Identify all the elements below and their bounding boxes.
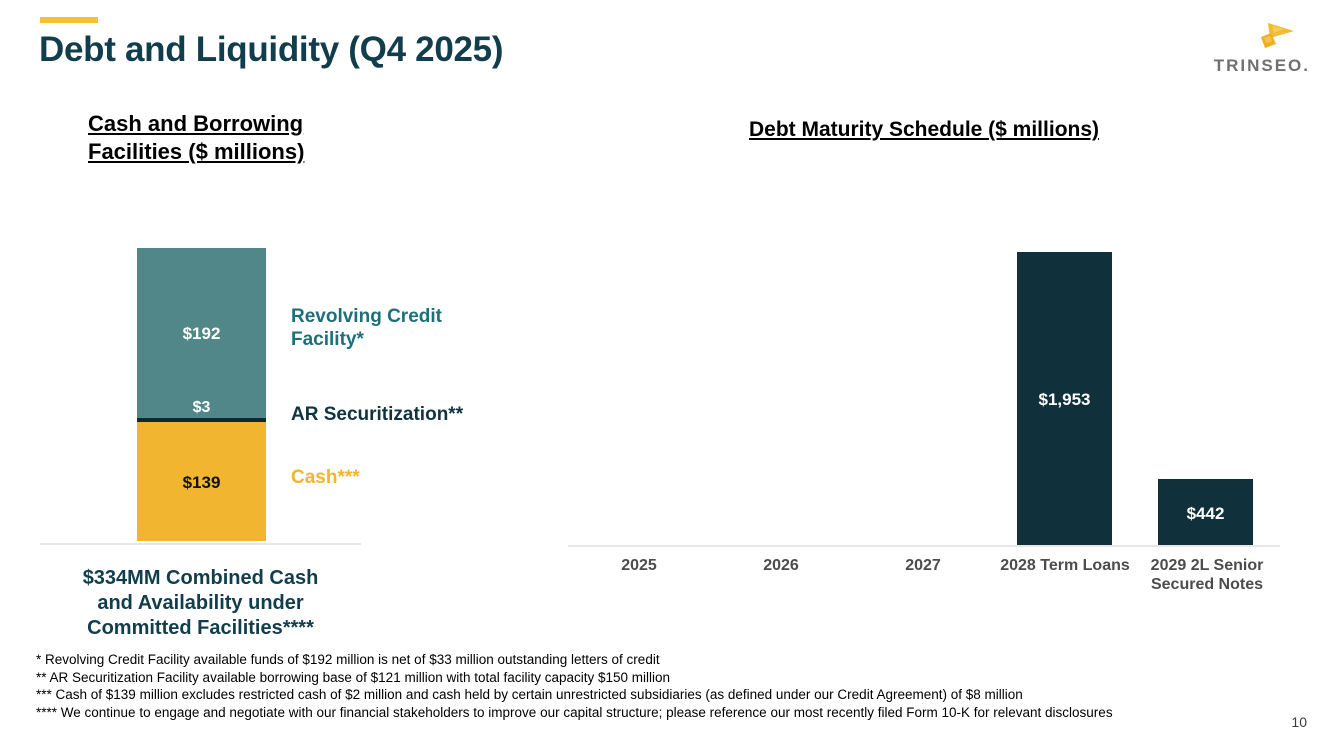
bar-segment-revolving-credit: [137, 248, 266, 418]
trinseo-arrow-icon: [1261, 23, 1294, 48]
left-chart-heading: Cash and Borrowing Facilities ($ million…: [88, 111, 305, 164]
right-chart-axis-line: [568, 545, 1280, 547]
footnote-4: **** We continue to engage and negotiate…: [36, 704, 1113, 720]
category-label-2029-2l-senior-secured-notes: 2029 2L Senior Secured Notes: [1150, 557, 1264, 593]
legend-cash: Cash***: [291, 467, 360, 488]
footnote-1: * Revolving Credit Facility available fu…: [36, 652, 660, 667]
category-label-2027: 2027: [905, 557, 941, 574]
title-accent-dash: [40, 17, 98, 23]
bar-2029-2l-senior-secured-notes: [1158, 479, 1253, 545]
right-chart-heading: Debt Maturity Schedule ($ millions): [748, 118, 1100, 141]
trinseo-logo: TRINSEO.: [1180, 20, 1310, 82]
value-label-2028-term-loans: $1,953: [1038, 390, 1091, 409]
category-label-2028-term-loans: 2028 Term Loans: [1000, 557, 1130, 574]
page-title: Debt and Liquidity (Q4 2025): [39, 30, 504, 69]
bar-2028-term-loans: [1017, 252, 1112, 545]
combined-cash-caption: $334MM Combined Cash and Availability un…: [82, 567, 319, 639]
footnote-3: *** Cash of $139 million excludes restri…: [36, 687, 1023, 702]
footnote-2: ** AR Securitization Facility available …: [36, 669, 671, 685]
category-label-2025: 2025: [621, 557, 657, 574]
bar-segment-cash: [137, 422, 266, 541]
page-number: 10: [1291, 714, 1307, 730]
footnotes: * Revolving Credit Facility available fu…: [36, 651, 1306, 721]
value-label-revolving-credit: $192: [182, 324, 221, 343]
legend-ar-securitization: AR Securitization**: [291, 404, 464, 425]
value-label-ar-securitization: $3: [192, 399, 211, 416]
bar-segment-ar-securitization: [137, 418, 266, 422]
value-label-cash: $139: [182, 473, 221, 492]
trinseo-logo-text: TRINSEO.: [1213, 56, 1310, 75]
legend-revolving-credit-facility: Revolving Credit Facility*: [291, 306, 442, 350]
left-chart-axis-line: [40, 543, 361, 545]
category-label-2026: 2026: [763, 557, 799, 574]
value-label-2029-notes: $442: [1186, 504, 1225, 523]
